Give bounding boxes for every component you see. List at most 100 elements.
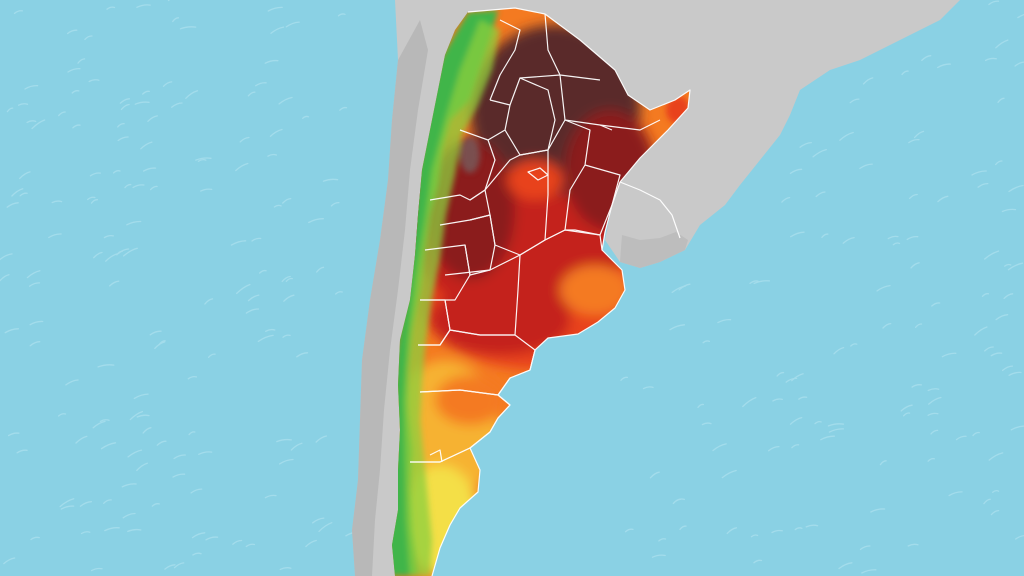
ocean-wave-mark: [103, 234, 114, 239]
ocean-wave-mark: [927, 388, 940, 392]
ocean-wave-mark: [971, 170, 987, 176]
border-jujuy-salta: [489, 19, 521, 101]
ocean-wave-mark: [726, 527, 738, 535]
ocean-wave-mark: [742, 396, 757, 408]
ocean-wave-mark: [642, 386, 654, 390]
ocean-wave-mark: [134, 101, 150, 105]
ocean-wave-mark: [93, 251, 103, 259]
ocean-wave-mark: [151, 503, 160, 507]
ocean-wave-mark: [859, 163, 873, 170]
ocean-wave-mark: [264, 494, 277, 499]
ocean-wave-mark: [1004, 263, 1012, 267]
ocean-wave-mark: [1010, 425, 1024, 431]
ocean-wave-mark: [955, 435, 967, 441]
ocean-wave-mark: [859, 545, 871, 551]
ocean-wave-mark: [908, 138, 920, 144]
ocean-wave-mark: [239, 136, 250, 143]
ocean-wave-mark: [1014, 61, 1024, 67]
ocean-wave-mark: [247, 91, 256, 97]
ocean-wave-mark: [281, 275, 291, 283]
ocean-wave-mark: [1008, 184, 1024, 193]
ocean-wave-mark: [750, 534, 759, 538]
ocean-wave-mark: [191, 532, 206, 539]
ocean-wave-mark: [339, 106, 348, 111]
ocean-wave-mark: [937, 195, 949, 203]
ocean-wave-mark: [887, 235, 899, 240]
ocean-wave-mark: [312, 517, 325, 524]
ocean-wave-mark: [861, 569, 877, 574]
ocean-wave-mark: [977, 182, 989, 188]
ocean-wave-mark: [6, 202, 19, 208]
ocean-wave-mark: [0, 253, 13, 261]
ocean-wave-mark: [948, 491, 963, 497]
ocean-wave-mark: [849, 98, 860, 104]
ocean-wave-mark: [279, 567, 292, 571]
ocean-wave-mark: [103, 499, 112, 504]
ocean-wave-mark: [921, 55, 932, 62]
ocean-wave-mark: [136, 4, 151, 8]
ocean-wave-mark: [13, 10, 24, 15]
ocean-wave-mark: [900, 404, 913, 412]
ocean-wave-mark: [57, 413, 67, 417]
ocean-wave-mark: [142, 427, 152, 434]
ocean-wave-mark: [908, 193, 918, 200]
ocean-wave-mark: [669, 324, 686, 331]
ocean-wave-mark: [789, 416, 803, 425]
ocean-wave-mark: [188, 431, 196, 436]
ocean-wave-mark: [876, 284, 891, 292]
border-salta-formosa: [544, 13, 601, 81]
ocean-wave-mark: [88, 79, 100, 83]
ocean-wave-mark: [821, 233, 829, 239]
ocean-wave-mark: [815, 191, 826, 198]
ocean-wave-mark: [149, 330, 162, 336]
border-corrientes: [599, 119, 661, 131]
ocean-wave-mark: [749, 280, 759, 285]
ocean-wave-mark: [245, 543, 256, 548]
ocean-wave-mark: [200, 188, 213, 192]
ocean-wave-mark: [296, 352, 309, 358]
ocean-wave-mark: [79, 501, 93, 507]
ocean-wave-mark: [273, 204, 282, 208]
ocean-wave-mark: [109, 280, 120, 287]
ocean-wave-mark: [104, 527, 120, 532]
ocean-wave-mark: [1015, 535, 1024, 540]
ocean-wave-mark: [126, 220, 142, 226]
ocean-wave-mark: [276, 438, 292, 443]
ocean-wave-mark: [678, 283, 691, 291]
ocean-wave-mark: [142, 167, 157, 172]
ocean-wave-mark: [910, 262, 920, 269]
ocean-wave-mark: [862, 77, 874, 85]
ocean-wave-mark: [99, 419, 110, 423]
ocean-wave-mark: [156, 440, 167, 446]
ocean-wave-mark: [198, 451, 213, 455]
ocean-wave-mark: [337, 13, 346, 17]
ocean-wave-mark: [204, 298, 214, 305]
ocean-wave-mark: [701, 422, 712, 426]
ocean-wave-mark: [264, 59, 279, 64]
ocean-wave-mark: [771, 529, 783, 534]
ocean-wave-mark: [995, 39, 1009, 49]
heat-zone-orange-patagonia: [435, 375, 505, 425]
cool-zone-andes-lime: [404, 20, 500, 576]
border-paraguay-river: [619, 181, 681, 239]
andes-shading: [352, 20, 428, 576]
ocean-wave-mark: [67, 68, 81, 73]
ocean-wave-mark: [65, 379, 79, 386]
ocean-wave-mark: [335, 291, 343, 295]
ocean-wave-mark: [717, 318, 732, 324]
ocean-wave-mark: [649, 471, 660, 479]
uruguay-coast: [620, 232, 688, 268]
ocean-wave-mark: [285, 21, 300, 28]
ocean-wave-mark: [7, 432, 20, 437]
ocean-wave-mark: [902, 412, 911, 417]
ocean-wave-mark: [753, 280, 771, 285]
ocean-wave-mark: [258, 269, 267, 274]
ocean-wave-mark: [72, 124, 81, 129]
ocean-wave-mark: [205, 536, 219, 541]
ocean-wave-mark: [984, 250, 1000, 260]
ocean-wave-mark: [136, 414, 150, 418]
ocean-wave-mark: [190, 488, 203, 494]
ocean-wave-mark: [129, 410, 144, 421]
ocean-wave-mark: [230, 240, 247, 246]
ocean-wave-mark: [251, 237, 262, 242]
